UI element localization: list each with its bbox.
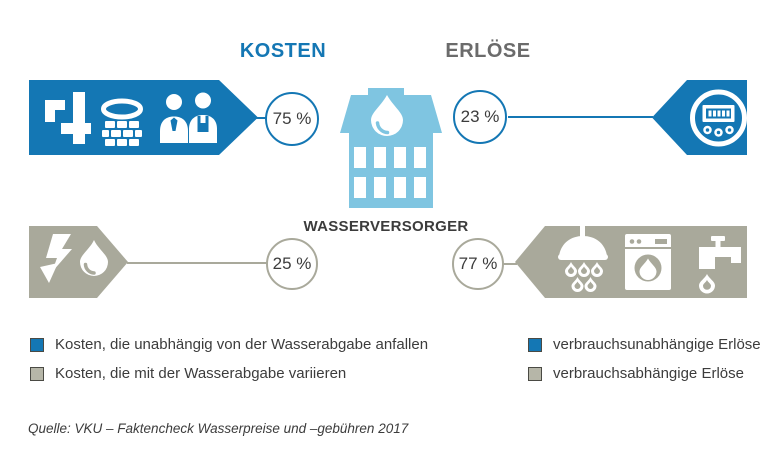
legend-label: Kosten, die mit der Wasserabgabe variier… <box>55 365 347 382</box>
variable-revenues-connector-line <box>503 263 517 265</box>
legend-swatch-blue <box>528 337 542 352</box>
staff-icon <box>160 92 217 143</box>
water-drop-icon <box>80 240 108 276</box>
legend-label: Kosten, die unabhängig von der Wasserabg… <box>55 336 429 353</box>
standpipe-icon <box>45 92 91 144</box>
legend-item-fixed-revenues: verbrauchsunabhängige Erlöse <box>528 336 761 353</box>
energy-icon <box>40 234 72 283</box>
shower-icon <box>558 226 608 292</box>
revenues-column-title: ERLÖSE <box>445 40 531 62</box>
variable-costs-percent-value: 25 % <box>272 254 312 273</box>
fixed-costs-arrow <box>29 80 258 155</box>
well-icon <box>101 98 143 146</box>
fixed-costs-connector-line <box>254 117 267 119</box>
center-label: WASSERVERSORGER <box>303 218 469 235</box>
fixed-costs-percentage: 75 % <box>265 92 319 146</box>
legend-label: verbrauchsabhängige Erlöse <box>553 365 744 382</box>
costs-column-title: KOSTEN <box>239 40 327 62</box>
water-utility-building-icon <box>340 88 442 208</box>
legend-swatch-gray <box>528 366 542 381</box>
washing-machine-icon <box>625 234 671 290</box>
legend-item-fixed-costs: Kosten, die unabhängig von der Wasserabg… <box>30 336 428 353</box>
fixed-costs-percent-value: 75 % <box>272 109 312 128</box>
fixed-revenues-percent-value: 23 % <box>460 107 500 126</box>
variable-revenues-percent-value: 77 % <box>458 254 498 273</box>
water-meter-icon <box>690 89 747 147</box>
faucet-icon <box>699 236 741 294</box>
legend-item-variable-revenues: verbrauchsabhängige Erlöse <box>528 365 744 382</box>
variable-revenues-percentage: 77 % <box>452 238 504 290</box>
variable-revenues-arrow <box>515 226 747 298</box>
fixed-revenues-arrow <box>652 80 747 155</box>
fixed-revenues-connector-line <box>508 116 653 118</box>
legend-label: verbrauchsunabhängige Erlöse <box>553 336 761 353</box>
fixed-revenues-percentage: 23 % <box>453 90 507 144</box>
source-citation: Quelle: VKU – Faktencheck Wasserpreise u… <box>28 421 409 436</box>
legend-swatch-gray <box>30 366 44 381</box>
legend-item-variable-costs: Kosten, die mit der Wasserabgabe variier… <box>30 365 346 382</box>
variable-costs-percentage: 25 % <box>266 238 318 290</box>
variable-costs-arrow <box>29 226 128 298</box>
variable-costs-connector-line <box>127 262 267 264</box>
legend-swatch-blue <box>30 337 44 352</box>
